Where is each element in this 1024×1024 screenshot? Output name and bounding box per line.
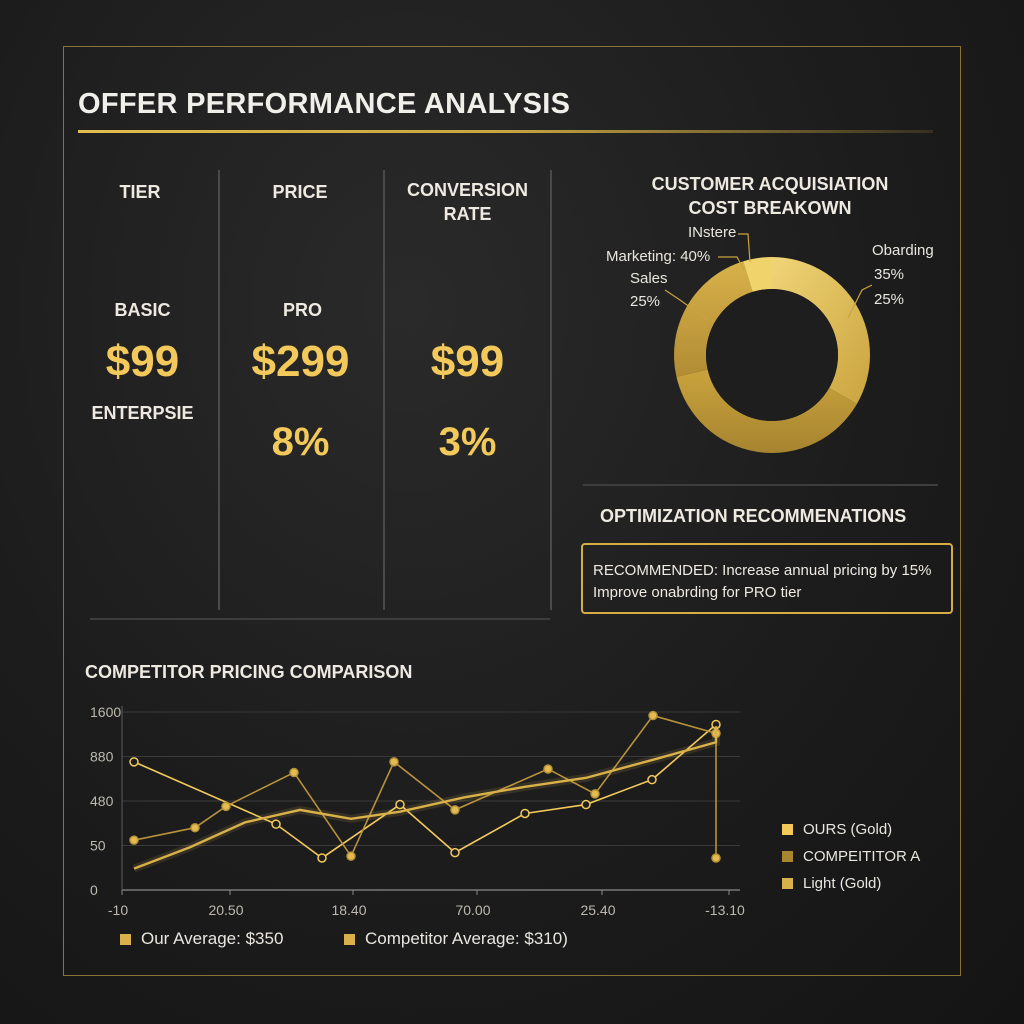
label-sales-pct: 25% — [630, 293, 661, 310]
series-point-0 — [647, 774, 657, 785]
legend-swatch-comp-a — [782, 851, 793, 862]
header-conversion-rate: CONVERSION RATE — [395, 178, 540, 226]
x-tick-label: 18.40 — [331, 902, 366, 918]
x-tick-label: -13.10 — [705, 902, 745, 918]
label-insterest: INstere — [688, 224, 737, 241]
series-point-1 — [590, 789, 600, 799]
tier-basic: BASIC — [114, 300, 171, 320]
donut-slice-sales — [674, 261, 753, 377]
average-swatch-ours — [120, 933, 131, 945]
table-bottom-divider — [90, 618, 550, 620]
average-label-competitor: Competitor Average: $310) — [365, 929, 568, 948]
series-point-0 — [450, 847, 460, 858]
series-line-0 — [133, 723, 717, 859]
donut-leader-lines — [664, 233, 873, 321]
series-point-1 — [289, 767, 299, 778]
average-label-ours: Our Average: $350 — [141, 929, 284, 948]
series-point-1 — [543, 764, 553, 774]
leader-insterest — [738, 233, 751, 263]
donut-bottom-divider — [583, 484, 938, 486]
y-tick-label: 50 — [90, 838, 106, 854]
panel-frame — [63, 46, 961, 976]
series-point-1 — [648, 710, 658, 721]
label-marketing: Marketing: 40% — [606, 248, 711, 265]
y-tick-label: 1600 — [90, 704, 121, 720]
donut-slice-instere — [743, 257, 772, 292]
recommendations-heading: OPTIMIZATION RECOMMENATIONS — [600, 506, 907, 526]
legend-label-comp-a: COMPEITITOR A — [803, 848, 921, 865]
y-tick-label: 0 — [90, 882, 98, 898]
legend-label-light: Light (Gold) — [803, 875, 882, 892]
legend-ours: OURS (Gold) — [782, 821, 892, 838]
label-sales-name: Sales — [630, 270, 668, 287]
series-point-1 — [346, 851, 356, 861]
legend-light: Light (Gold) — [782, 875, 881, 892]
recommendation-box: RECOMMENDED: Increase annual pricing by … — [581, 543, 953, 614]
legend-swatch-light — [782, 878, 793, 889]
y-tick-label: 880 — [90, 749, 114, 765]
price-col3: $99 — [430, 337, 505, 386]
series-point-1 — [450, 805, 460, 815]
competitor-heading: COMPETITOR PRICING COMPARISON — [85, 662, 413, 682]
series-point-1 — [711, 853, 721, 863]
price-basic: $99 — [105, 337, 180, 386]
leader-sales — [664, 289, 709, 321]
series-point-0 — [395, 799, 405, 810]
label-onboarding-name: Obarding — [872, 242, 934, 259]
column-divider — [383, 170, 385, 610]
donut-title: CUSTOMER ACQUISIATION COST BREAKOWN — [620, 172, 920, 220]
series-point-1 — [129, 835, 139, 845]
chart-series — [129, 710, 721, 873]
average-ours: Our Average: $350 — [120, 929, 283, 949]
chart-ticks: 1600 880 480 50 0 -10 20.50 18.40 70.00 25.40 -13.… — [90, 704, 745, 918]
label-onboarding-pct1: 35% — [874, 266, 905, 283]
series-point-1 — [389, 757, 399, 767]
series-point-1 — [190, 822, 200, 833]
leader-onboarding — [847, 284, 873, 319]
x-tick-label: -10 — [108, 902, 128, 918]
y-tick-label: 480 — [90, 793, 114, 809]
column-divider — [550, 170, 552, 610]
tier-enterprise: ENTERPSIE — [91, 403, 194, 423]
legend-swatch-ours — [782, 824, 793, 835]
price-pro: $299 — [251, 337, 350, 386]
series-point-0 — [581, 799, 591, 810]
column-divider — [218, 170, 220, 610]
recommendation-line1: RECOMMENDED: Increase annual pricing by … — [593, 562, 932, 579]
x-tick-label: 25.40 — [580, 902, 615, 918]
label-onboarding-pct2: 25% — [874, 291, 905, 308]
chart-grid — [121, 706, 740, 895]
header-price: PRICE — [272, 182, 328, 202]
title-underline — [78, 130, 933, 133]
series-point-0 — [520, 808, 530, 819]
header-conversion-line2: RATE — [443, 204, 492, 224]
series-line-2 — [133, 726, 718, 870]
series-line-1 — [133, 714, 717, 858]
donut-hole — [706, 289, 838, 421]
header-tier: TIER — [119, 182, 161, 202]
donut-slice-marketing — [676, 369, 857, 453]
donut-slice-obarding — [772, 257, 870, 404]
legend-comp-a: COMPEITITOR A — [782, 848, 920, 865]
rate-pro: 8% — [271, 420, 330, 464]
donut-title-line1: CUSTOMER ACQUISIATION — [651, 174, 889, 194]
average-competitor: Competitor Average: $310) — [344, 929, 568, 949]
x-tick-label: 20.50 — [208, 902, 243, 918]
series-point-1 — [221, 801, 231, 812]
donut-title-line2: COST BREAKOWN — [688, 198, 852, 218]
header-conversion-line1: CONVERSION — [406, 180, 529, 200]
series-point-0 — [317, 853, 327, 863]
series-point-0 — [129, 757, 139, 767]
page-title: OFFER PERFORMANCE ANALYSIS — [78, 88, 571, 120]
recommendation-line2: Improve onabrding for PRO tier — [593, 584, 802, 601]
legend-label-ours: OURS (Gold) — [803, 821, 893, 838]
average-swatch-competitor — [344, 933, 355, 945]
rate-col3: 3% — [438, 420, 497, 464]
series-point-0 — [271, 819, 281, 829]
leader-marketing — [718, 256, 745, 271]
x-tick-label: 70.00 — [455, 902, 490, 918]
tier-pro: PRO — [282, 300, 322, 320]
